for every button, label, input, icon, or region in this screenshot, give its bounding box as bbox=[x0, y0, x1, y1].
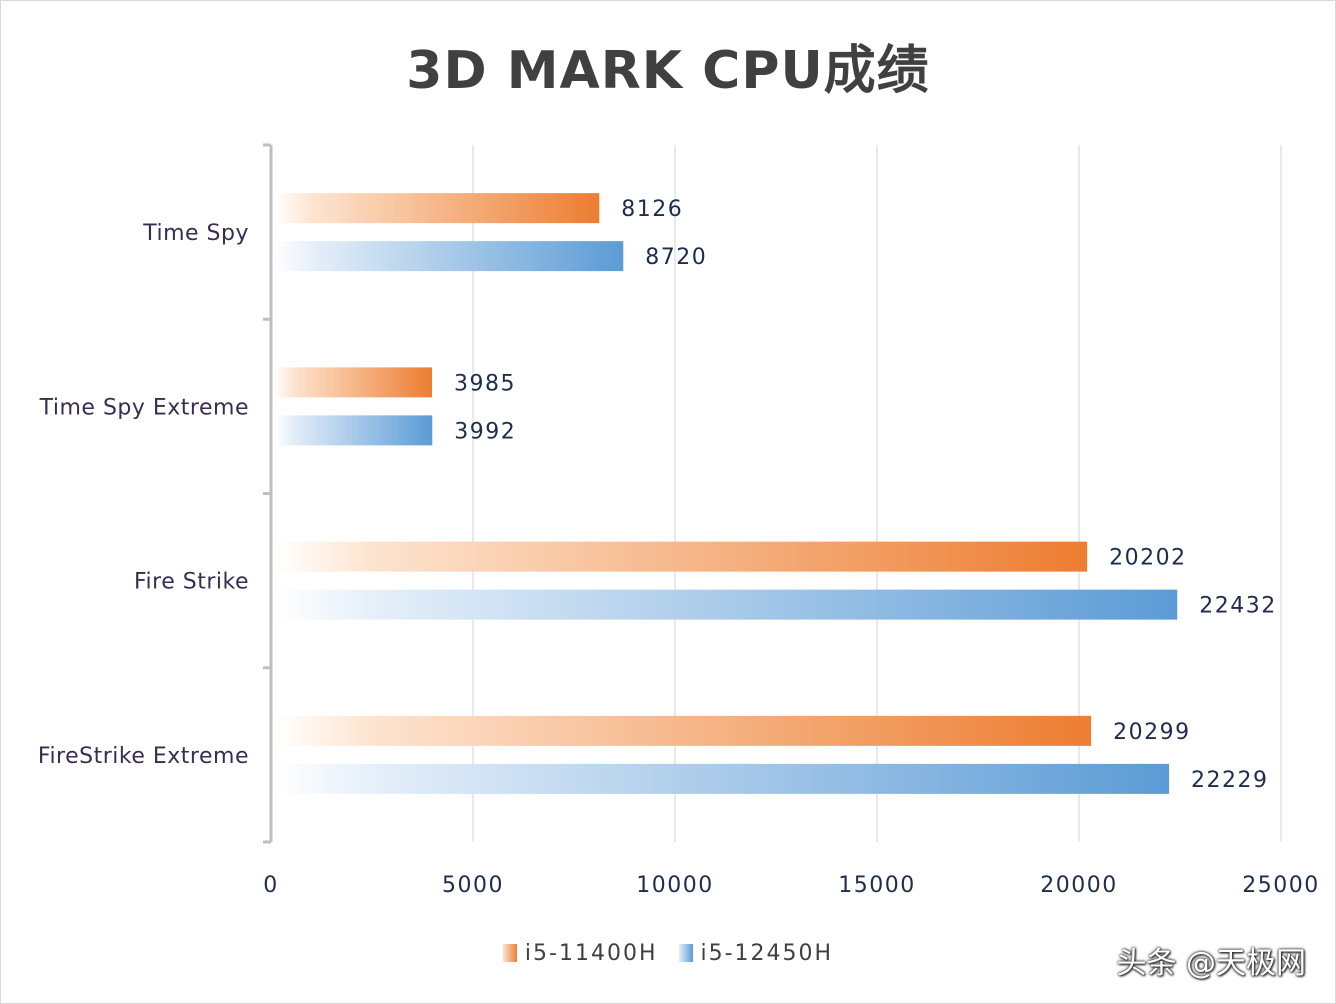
legend-swatch-blue bbox=[678, 943, 693, 962]
legend-item-series-1: i5-11400H bbox=[502, 940, 658, 966]
data-label: 3992 bbox=[454, 419, 516, 444]
bar-i5-12450h bbox=[274, 589, 1178, 620]
x-tick-label: 25000 bbox=[1242, 873, 1320, 898]
data-label: 22432 bbox=[1199, 594, 1277, 619]
legend: i5-11400H i5-12450H bbox=[0, 940, 1336, 966]
bar-i5-11400h bbox=[274, 715, 1092, 746]
legend-swatch-orange bbox=[502, 943, 517, 962]
category-label: Time Spy bbox=[142, 221, 249, 246]
bar-i5-12450h bbox=[274, 415, 433, 446]
bar-i5-12450h bbox=[274, 241, 624, 272]
bar-i5-11400h bbox=[274, 193, 600, 224]
data-label: 8720 bbox=[645, 245, 707, 270]
y-axis bbox=[263, 143, 273, 844]
bar-i5-11400h bbox=[274, 541, 1088, 572]
bar-i5-11400h bbox=[274, 367, 432, 398]
x-tick-label: 5000 bbox=[442, 873, 504, 898]
legend-label: i5-12450H bbox=[700, 940, 834, 966]
watermark: 头条 @天极网 bbox=[1116, 946, 1306, 981]
data-label: 22229 bbox=[1191, 768, 1269, 793]
legend-item-series-2: i5-12450H bbox=[678, 940, 834, 966]
bar-i5-12450h bbox=[274, 763, 1170, 794]
category-labels: Time Spy Time Spy Extreme Fire Strike FireS… bbox=[38, 221, 249, 769]
x-tick-label: 10000 bbox=[636, 873, 714, 898]
chart-title: 3D MARK CPU成绩 bbox=[406, 41, 930, 101]
x-tick-label: 15000 bbox=[838, 873, 916, 898]
data-label: 8126 bbox=[621, 197, 683, 222]
legend-label: i5-11400H bbox=[524, 940, 658, 966]
category-label: Fire Strike bbox=[134, 570, 249, 595]
x-tick-label: 0 bbox=[263, 873, 279, 898]
data-label: 20299 bbox=[1113, 720, 1191, 745]
category-label: Time Spy Extreme bbox=[39, 395, 249, 420]
data-label: 3985 bbox=[454, 371, 516, 396]
category-label: FireStrike Extreme bbox=[38, 744, 249, 769]
bars bbox=[274, 193, 1178, 794]
data-label: 20202 bbox=[1109, 546, 1187, 571]
x-tick-labels: 0 5000 10000 15000 20000 25000 bbox=[263, 873, 1320, 898]
x-tick-label: 20000 bbox=[1040, 873, 1118, 898]
